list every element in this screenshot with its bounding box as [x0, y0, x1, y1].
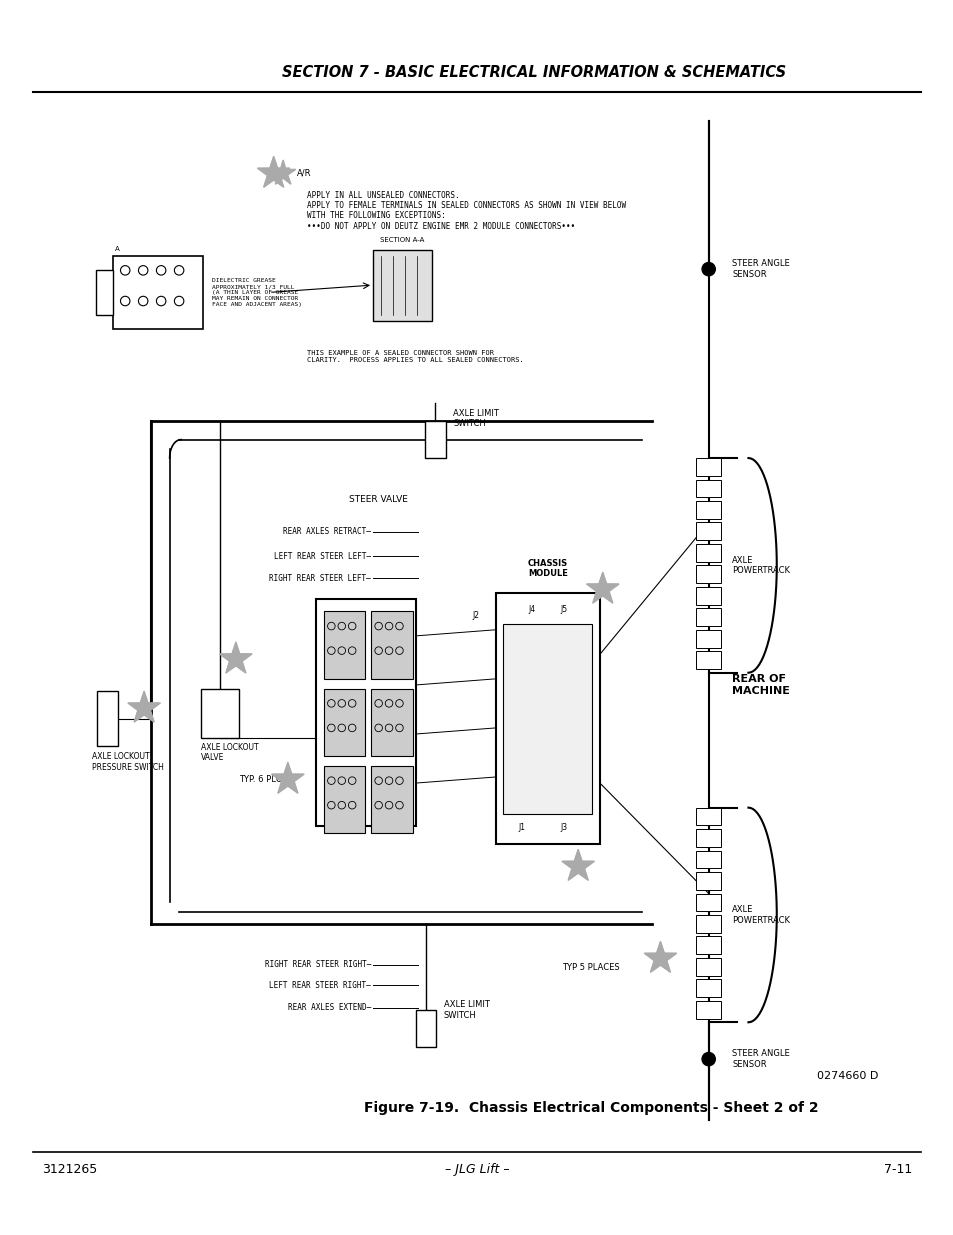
Bar: [696, 609, 720, 626]
Bar: [371, 689, 413, 756]
Text: 0274660 D: 0274660 D: [817, 1071, 878, 1082]
Polygon shape: [271, 161, 295, 184]
Bar: [696, 566, 720, 583]
Bar: [315, 599, 416, 826]
Polygon shape: [219, 642, 252, 673]
Text: A: A: [114, 246, 119, 252]
Circle shape: [701, 263, 715, 275]
Polygon shape: [257, 157, 290, 188]
Bar: [696, 630, 720, 647]
Text: RIGHT REAR STEER LEFT—: RIGHT REAR STEER LEFT—: [269, 574, 371, 583]
Text: DIELECTRIC GREASE
APPROXIMATELY 1/3 FULL
(A THIN LAYER OF GREASE
MAY REMAIN ON C: DIELECTRIC GREASE APPROXIMATELY 1/3 FULL…: [212, 278, 302, 306]
Text: STEER ANGLE
SENSOR: STEER ANGLE SENSOR: [732, 259, 789, 279]
Bar: [696, 522, 720, 540]
Bar: [416, 1010, 436, 1047]
Text: STEER ANGLE
SENSOR: STEER ANGLE SENSOR: [732, 1050, 789, 1068]
Text: AXLE
POWERTRACK: AXLE POWERTRACK: [732, 556, 789, 576]
Bar: [371, 766, 413, 834]
Circle shape: [701, 1052, 715, 1066]
Text: AXLE LIMIT
SWITCH: AXLE LIMIT SWITCH: [453, 409, 498, 429]
Text: J1: J1: [517, 824, 525, 832]
Text: AXLE LIMIT
SWITCH: AXLE LIMIT SWITCH: [443, 1000, 489, 1020]
Text: TYP. 6 PLCS.: TYP. 6 PLCS.: [238, 774, 289, 783]
Text: STEER VALVE: STEER VALVE: [349, 495, 408, 504]
Text: J5: J5: [559, 605, 566, 614]
Bar: [371, 611, 413, 679]
Bar: [496, 593, 599, 845]
Text: SECTION A-A: SECTION A-A: [379, 237, 424, 243]
Text: RIGHT REAR STEER RIGHT—: RIGHT REAR STEER RIGHT—: [264, 960, 371, 969]
Text: THIS EXAMPLE OF A SEALED CONNECTOR SHOWN FOR
CLARITY.  PROCESS APPLIES TO ALL SE: THIS EXAMPLE OF A SEALED CONNECTOR SHOWN…: [307, 350, 523, 363]
Bar: [696, 936, 720, 955]
Bar: [696, 587, 720, 605]
Bar: [323, 611, 365, 679]
Bar: [696, 651, 720, 669]
Text: AXLE LOCKOUT
VALVE: AXLE LOCKOUT VALVE: [201, 742, 258, 762]
Bar: [424, 421, 445, 458]
Bar: [696, 458, 720, 475]
Polygon shape: [586, 572, 618, 603]
Bar: [373, 249, 431, 321]
Text: LEFT REAR STEER RIGHT—: LEFT REAR STEER RIGHT—: [269, 981, 371, 990]
Bar: [696, 893, 720, 911]
Bar: [323, 689, 365, 756]
Bar: [696, 872, 720, 890]
Text: – JLG Lift –: – JLG Lift –: [444, 1163, 509, 1176]
Bar: [201, 689, 238, 737]
Polygon shape: [128, 692, 160, 722]
Text: SECTION 7 - BASIC ELECTRICAL INFORMATION & SCHEMATICS: SECTION 7 - BASIC ELECTRICAL INFORMATION…: [281, 65, 785, 80]
Text: REAR AXLES RETRACT—: REAR AXLES RETRACT—: [283, 527, 371, 536]
Bar: [96, 270, 112, 315]
Text: 3121265: 3121265: [42, 1163, 97, 1176]
Text: Figure 7-19.  Chassis Electrical Components - Sheet 2 of 2: Figure 7-19. Chassis Electrical Componen…: [363, 1102, 818, 1115]
Bar: [696, 958, 720, 976]
Text: J3: J3: [559, 824, 566, 832]
Bar: [696, 829, 720, 847]
Text: AXLE LOCKOUT
PRESSURE SWITCH: AXLE LOCKOUT PRESSURE SWITCH: [92, 752, 164, 772]
Text: J4: J4: [528, 605, 536, 614]
Bar: [696, 543, 720, 562]
Polygon shape: [643, 941, 676, 972]
Bar: [696, 915, 720, 932]
Polygon shape: [561, 850, 594, 881]
Bar: [696, 851, 720, 868]
Bar: [696, 979, 720, 997]
Bar: [97, 692, 117, 746]
Bar: [696, 808, 720, 825]
Bar: [696, 1000, 720, 1019]
Text: J2: J2: [472, 611, 478, 620]
Bar: [112, 256, 203, 330]
Text: APPLY IN ALL UNSEALED CONNECTORS.
APPLY TO FEMALE TERMINALS IN SEALED CONNECTORS: APPLY IN ALL UNSEALED CONNECTORS. APPLY …: [307, 190, 625, 231]
Bar: [696, 501, 720, 519]
Text: CHASSIS
MODULE: CHASSIS MODULE: [527, 559, 567, 578]
Text: TYP 5 PLACES: TYP 5 PLACES: [561, 962, 619, 972]
Text: REAR AXLES EXTEND—: REAR AXLES EXTEND—: [288, 1003, 371, 1011]
Polygon shape: [272, 762, 304, 793]
Text: 7-11: 7-11: [882, 1163, 911, 1176]
Text: REAR OF
MACHINE: REAR OF MACHINE: [732, 674, 789, 695]
Text: AXLE
POWERTRACK: AXLE POWERTRACK: [732, 905, 789, 925]
Text: LEFT REAR STEER LEFT—: LEFT REAR STEER LEFT—: [274, 552, 371, 561]
Bar: [503, 624, 592, 814]
Text: A/R: A/R: [297, 169, 312, 178]
Bar: [323, 766, 365, 834]
Bar: [696, 479, 720, 498]
